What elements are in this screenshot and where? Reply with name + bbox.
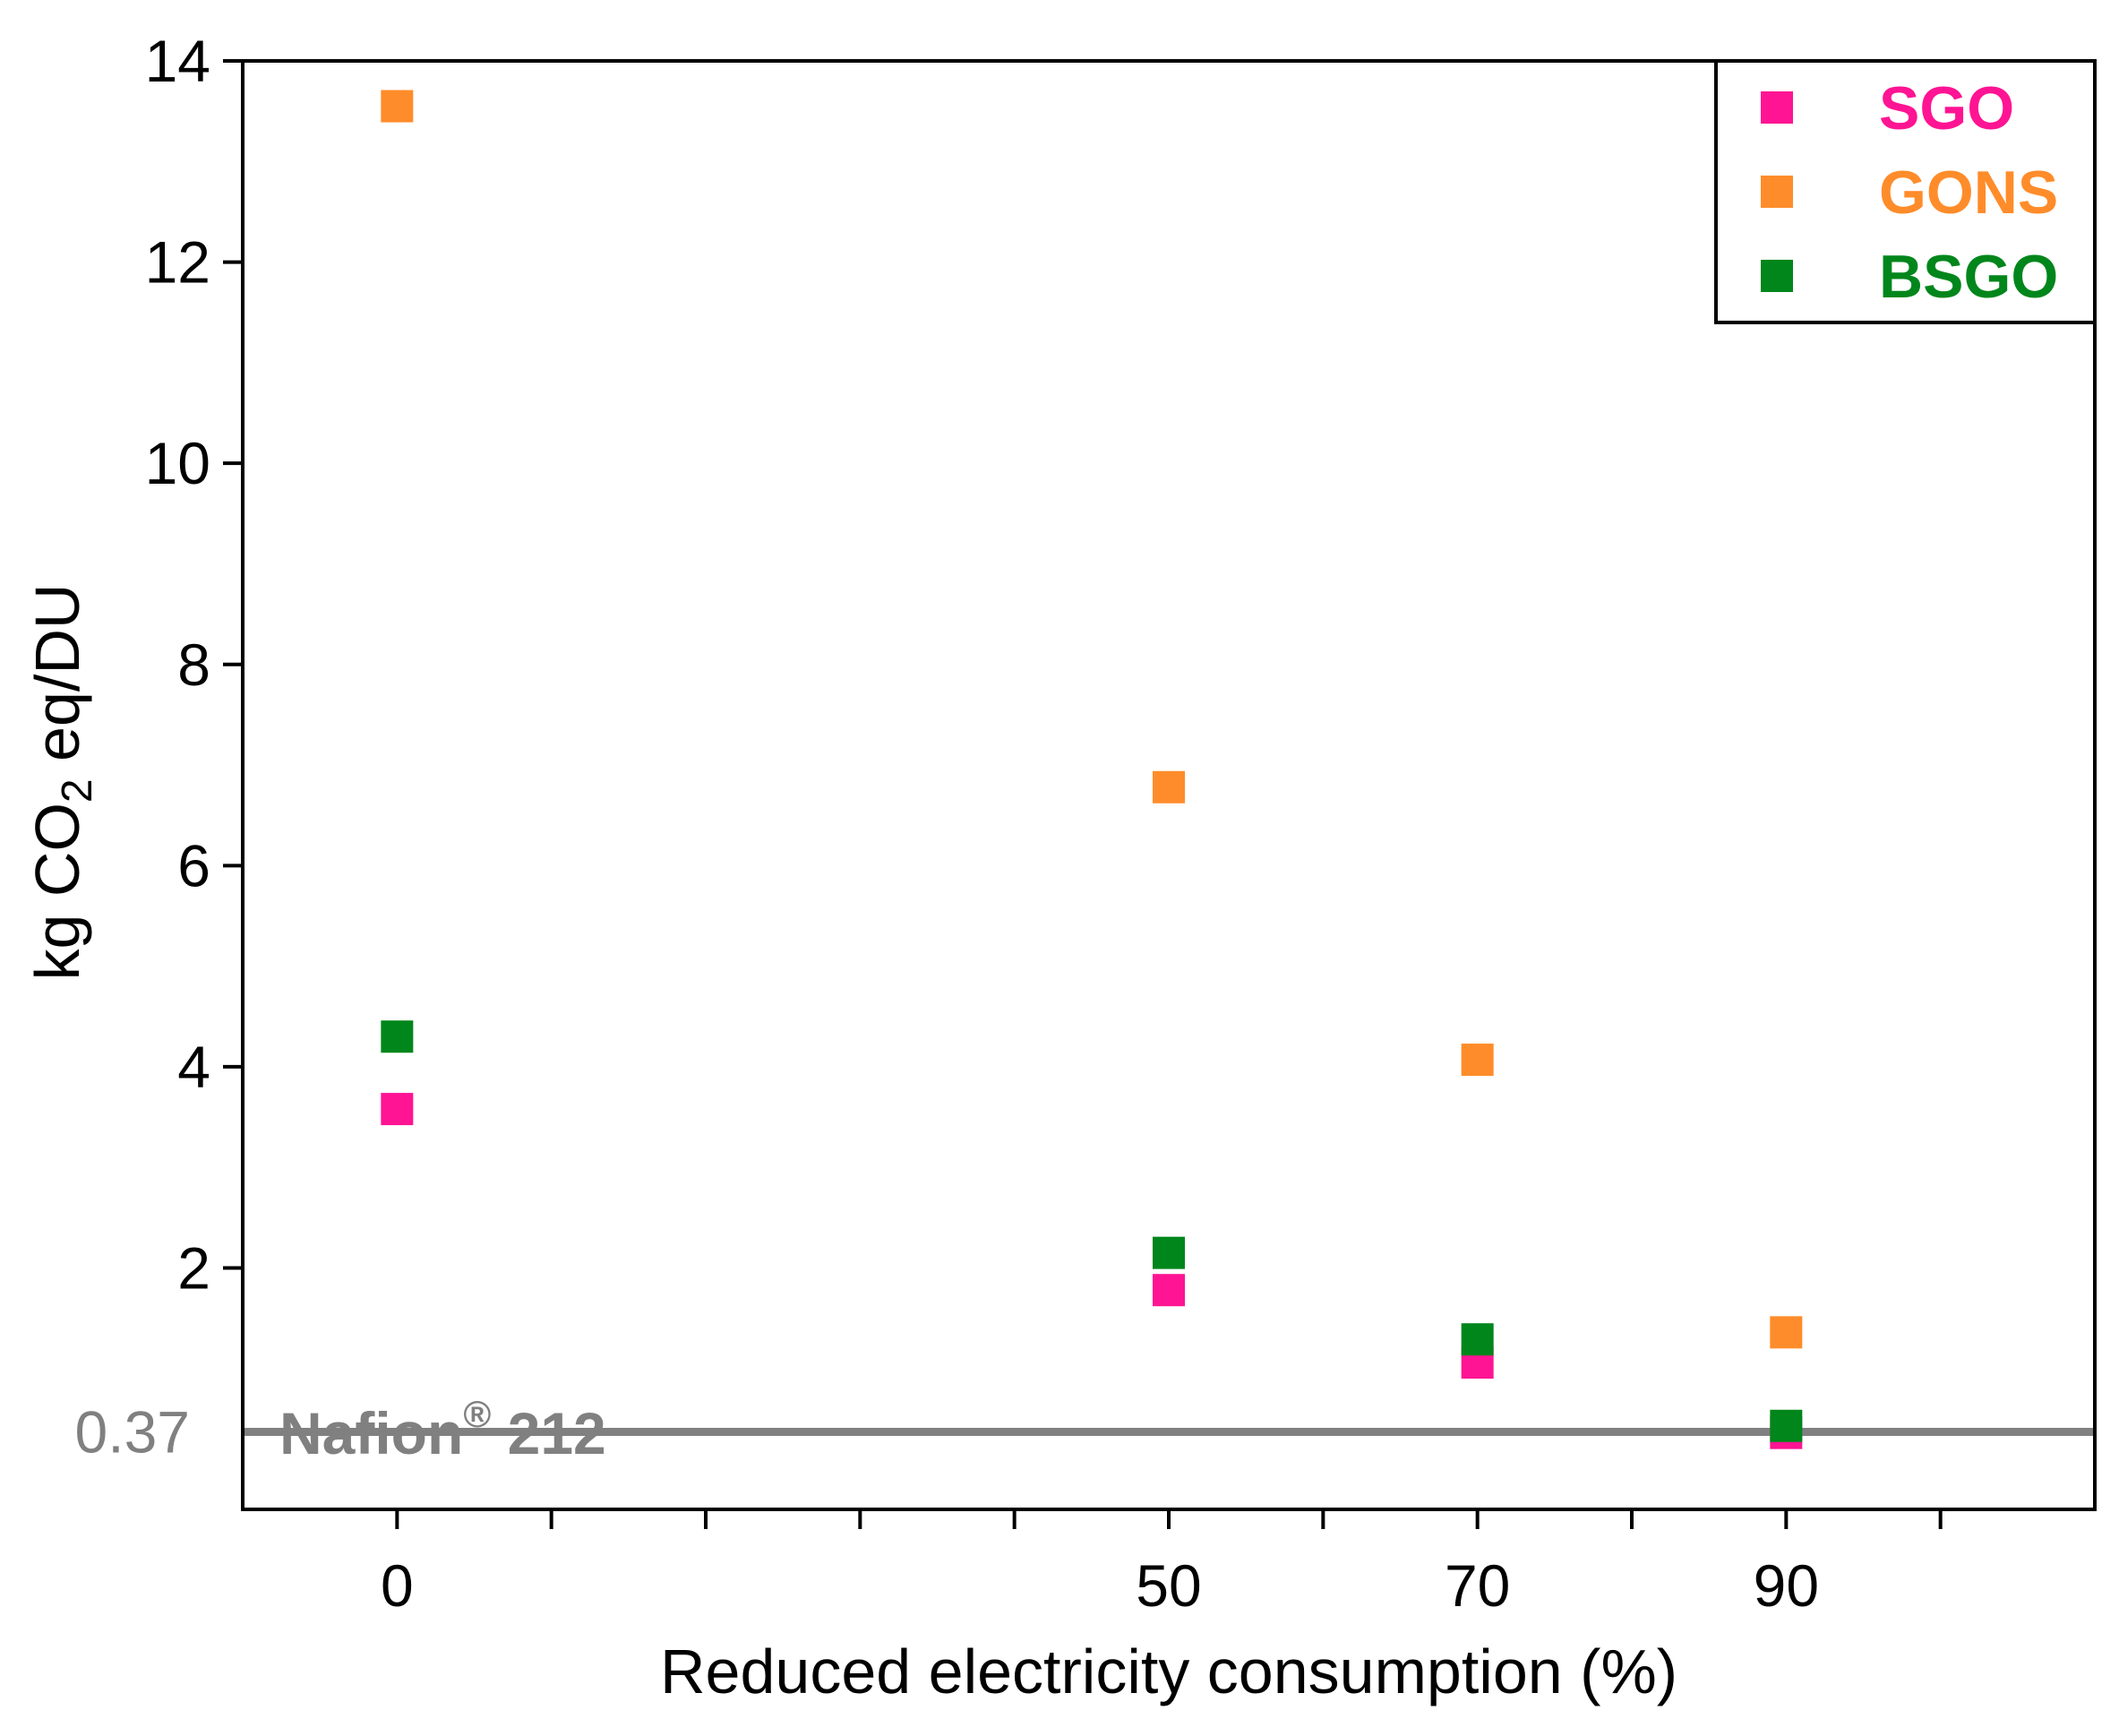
data-point-sgo — [381, 1093, 414, 1126]
y-tick-label: 4 — [177, 1034, 210, 1100]
data-point-gons — [1153, 770, 1185, 804]
y-tick-label: 10 — [145, 430, 210, 496]
x-tick-label: 50 — [1136, 1552, 1201, 1619]
data-point-sgo — [1153, 1274, 1185, 1307]
legend-marker-bsgo — [1761, 260, 1793, 292]
legend-label-bsgo: BSGO — [1879, 243, 2058, 311]
legend: SGO GONS BSGO — [1714, 59, 2097, 324]
x-tick-label: 90 — [1754, 1552, 1819, 1619]
y-tick-label: 12 — [145, 229, 210, 296]
x-tick-label: 0 — [381, 1552, 414, 1619]
data-point-bsgo — [1770, 1409, 1803, 1442]
x-tick-label: 70 — [1445, 1552, 1510, 1619]
y-axis-ticks: 2 4 6 8 10 12 14 — [145, 28, 243, 1302]
legend-marker-gons — [1761, 176, 1793, 208]
data-point-gons — [1461, 1044, 1494, 1077]
y-tick-label: 6 — [177, 832, 210, 898]
x-axis-ticks: 0 50 70 90 — [381, 1509, 1943, 1619]
reference-value-label: 0.37 — [75, 1399, 190, 1465]
data-point-bsgo — [1461, 1323, 1494, 1356]
legend-label-gons: GONS — [1879, 159, 2058, 227]
legend-items: SGO GONS BSGO — [1761, 74, 2058, 311]
y-axis-title: kg CO2 eq/DU — [22, 584, 101, 981]
legend-marker-sgo — [1761, 91, 1793, 124]
reference-line-label: Nafion® 212 — [279, 1393, 606, 1466]
plot-frame — [241, 59, 2097, 1511]
y-tick-label: 14 — [145, 28, 210, 94]
data-point-gons — [1770, 1316, 1803, 1349]
legend-label-sgo: SGO — [1879, 74, 2014, 142]
y-tick-label: 8 — [177, 632, 210, 698]
data-point-gons — [381, 90, 414, 123]
data-point-bsgo — [381, 1020, 414, 1053]
x-axis-title: Reduced electricity consumption (%) — [660, 1637, 1677, 1706]
data-points — [381, 90, 1803, 1449]
data-point-bsgo — [1153, 1236, 1185, 1269]
y-tick-label: 2 — [177, 1235, 210, 1302]
